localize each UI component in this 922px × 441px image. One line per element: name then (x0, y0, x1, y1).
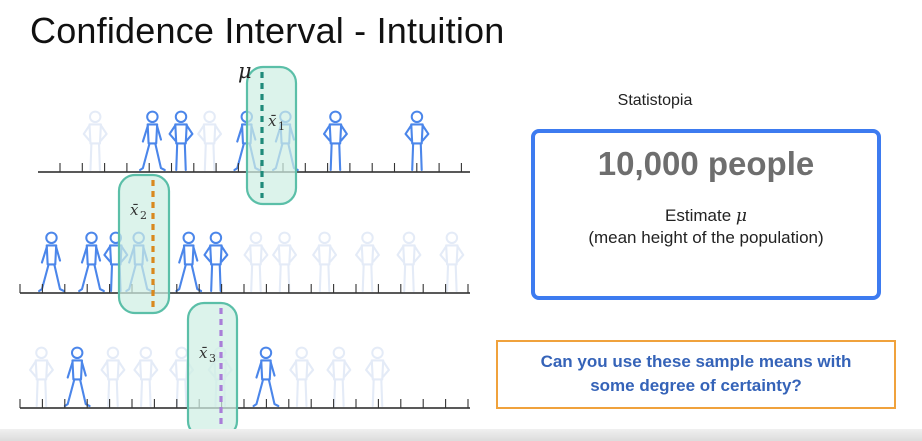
person-icon (78, 231, 105, 293)
faded-person-icon (365, 346, 390, 408)
sample-mean-subscript: 3 (209, 352, 216, 365)
sample-mean-label: x̄ (199, 344, 208, 362)
sample-mean-label: x̄ (268, 112, 277, 130)
tick-marks (19, 284, 469, 293)
person-icon (252, 346, 280, 408)
sample-highlight (186, 301, 239, 439)
sample-mean-subscript: 1 (278, 120, 285, 133)
sample-row-3: x̄ 3 (19, 301, 470, 439)
faded-person-icon (169, 346, 195, 408)
sample-row-2: x̄ 2 (19, 173, 470, 315)
question-box: Can you use these sample means with some… (496, 340, 896, 409)
faded-person-icon (197, 110, 223, 172)
estimate-description: (mean height of the population) (588, 228, 824, 247)
people-group (38, 231, 465, 293)
faded-person-icon (272, 231, 297, 293)
person-icon (404, 110, 430, 172)
estimate-prefix: Estimate (665, 206, 732, 225)
faded-person-icon (82, 110, 108, 172)
person-icon (322, 110, 348, 172)
faded-person-icon (396, 231, 422, 293)
question-line-2: some degree of certainty? (590, 376, 802, 395)
population-box: 10,000 people Estimate μ (mean height of… (531, 129, 881, 300)
faded-person-icon (100, 346, 126, 408)
person-icon (63, 346, 91, 408)
population-location: Statistopia (617, 92, 693, 109)
sample-highlight (245, 65, 298, 206)
question-line-1: Can you use these sample means with (540, 352, 852, 371)
page-title: Confidence Interval - Intuition (30, 10, 505, 51)
estimate-line: Estimate μ (535, 206, 877, 226)
faded-person-icon (312, 231, 338, 293)
person-icon (203, 231, 229, 293)
faded-person-icon (289, 346, 315, 408)
faded-person-icon (243, 231, 269, 293)
faded-person-icon (326, 346, 352, 408)
sample-mean-label: x̄ (130, 201, 139, 219)
estimate-mu-symbol: μ (735, 206, 747, 226)
population-mean-mu: μ (238, 59, 252, 83)
faded-person-icon (355, 231, 380, 293)
video-bottom-bar (0, 429, 922, 441)
faded-person-icon (133, 346, 159, 408)
faded-person-icon (439, 231, 465, 293)
sample-highlight (117, 173, 171, 315)
sample-mean-subscript: 2 (140, 209, 147, 222)
person-icon (38, 231, 65, 293)
tick-marks (19, 399, 469, 408)
faded-person-icon (29, 346, 54, 408)
population-count: 10,000 people (597, 145, 815, 182)
person-icon (139, 110, 166, 172)
person-icon (175, 231, 203, 293)
person-icon (168, 110, 194, 172)
sample-row-1: x̄ 1 μ (38, 59, 470, 206)
